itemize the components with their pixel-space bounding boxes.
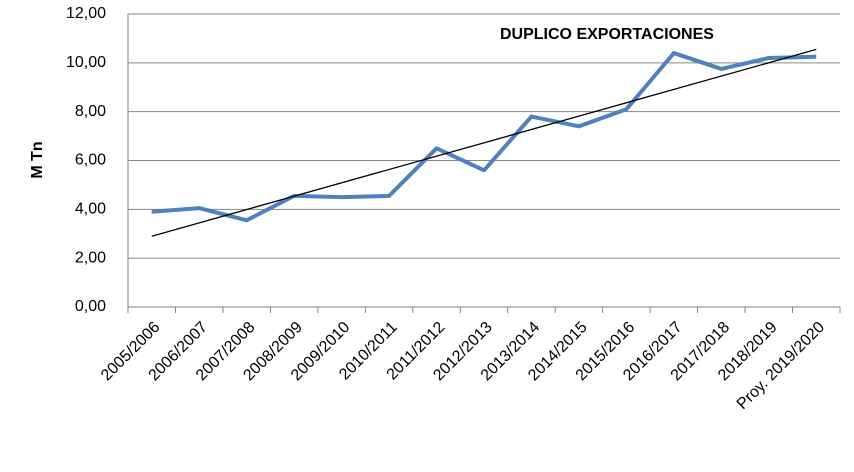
annotation: DUPLICO EXPORTACIONES <box>500 26 714 43</box>
trend-line <box>151 48 817 237</box>
y-tick-label: 4,00 <box>75 201 106 218</box>
y-axis-label: M Tn <box>29 141 46 178</box>
y-tick-label: 10,00 <box>66 54 106 71</box>
y-tick-label: 0,00 <box>75 298 106 315</box>
x-tick-label: Proy. 2019/2020 <box>734 319 828 413</box>
y-tick-label: 6,00 <box>75 152 106 169</box>
y-tick-label: 8,00 <box>75 103 106 120</box>
data-line <box>151 51 817 223</box>
y-tick-label: 12,00 <box>66 5 106 22</box>
y-tick-label: 2,00 <box>75 249 106 266</box>
